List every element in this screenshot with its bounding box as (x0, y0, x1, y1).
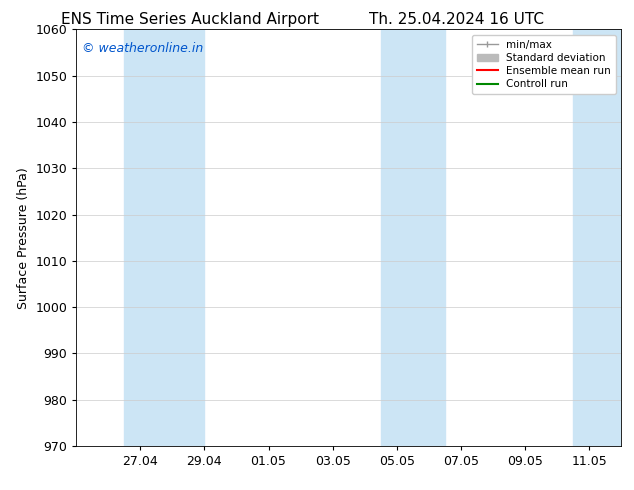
Bar (124, 29, 204, 446)
Bar (381, 29, 445, 446)
Text: ENS Time Series Auckland Airport: ENS Time Series Auckland Airport (61, 12, 319, 27)
Y-axis label: Surface Pressure (hPa): Surface Pressure (hPa) (16, 167, 30, 309)
Legend: min/max, Standard deviation, Ensemble mean run, Controll run: min/max, Standard deviation, Ensemble me… (472, 35, 616, 95)
Text: Th. 25.04.2024 16 UTC: Th. 25.04.2024 16 UTC (369, 12, 544, 27)
Bar (573, 29, 621, 446)
Text: © weatheronline.in: © weatheronline.in (82, 42, 203, 55)
